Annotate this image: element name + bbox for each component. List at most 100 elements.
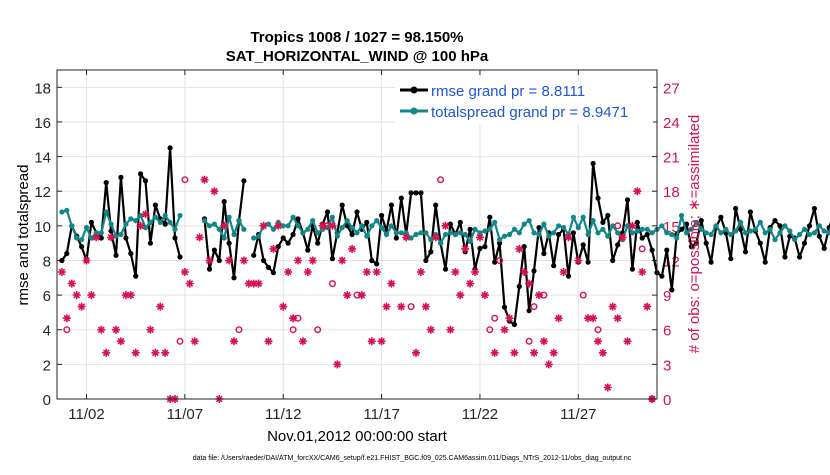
totalspread-point	[522, 222, 527, 227]
rmse-point	[418, 190, 423, 195]
assimilated-obs-marker	[191, 337, 199, 345]
totalspread-point	[104, 209, 109, 214]
assimilated-obs-marker	[624, 337, 632, 345]
rmse-point	[364, 220, 369, 225]
totalspread-point	[546, 234, 551, 239]
assimilated-obs-marker	[560, 268, 568, 276]
rmse-point	[477, 246, 482, 251]
totalspread-point	[133, 218, 138, 223]
totalspread-point	[718, 230, 723, 235]
totalspread-point	[659, 223, 664, 228]
totalspread-point	[753, 227, 758, 232]
totalspread-point	[128, 216, 133, 221]
assimilated-obs-marker	[181, 268, 189, 276]
rmse-point	[354, 209, 359, 214]
totalspread-point	[817, 223, 822, 228]
assimilated-obs-marker	[555, 314, 563, 322]
y-tick-label-left: 8	[43, 253, 51, 270]
y-tick-label-right: 27	[663, 80, 680, 97]
x-tick-label: 11/07	[167, 406, 203, 423]
assimilated-obs-marker	[530, 349, 538, 357]
rmse-point	[640, 235, 645, 240]
rmse-point	[605, 213, 610, 218]
rmse-point	[748, 209, 753, 214]
rmse-point	[428, 249, 433, 254]
totalspread-point	[787, 228, 792, 233]
rmse-point	[551, 263, 556, 268]
totalspread-point	[177, 213, 182, 218]
totalspread-point	[291, 215, 296, 220]
totalspread-point	[335, 234, 340, 239]
assimilated-obs-marker	[201, 176, 209, 184]
totalspread-point	[743, 230, 748, 235]
totalspread-point	[207, 223, 212, 228]
y-tick-label-left: 18	[34, 80, 51, 97]
assimilated-obs-marker	[491, 349, 499, 357]
rmse-point	[128, 251, 133, 256]
totalspread-point	[635, 228, 640, 233]
totalspread-point	[468, 239, 473, 244]
assimilated-obs-marker	[289, 314, 297, 322]
y-axis-label-left: rmse and totalspread	[15, 165, 32, 306]
y-tick-label-left: 4	[43, 323, 51, 340]
assimilated-obs-marker	[294, 257, 302, 265]
assimilated-obs-marker	[397, 303, 405, 311]
assimilated-obs-marker	[304, 268, 312, 276]
rmse-point	[487, 215, 492, 220]
rmse-point	[659, 274, 664, 279]
totalspread-point	[300, 230, 305, 235]
totalspread-point	[271, 227, 276, 232]
totalspread-point	[728, 232, 733, 237]
assimilated-obs-marker	[220, 222, 228, 230]
rmse-point	[389, 203, 394, 208]
totalspread-point	[389, 223, 394, 228]
totalspread-point	[212, 222, 217, 227]
totalspread-point	[354, 230, 359, 235]
totalspread-point	[615, 230, 620, 235]
assimilated-obs-marker	[599, 349, 607, 357]
totalspread-point	[763, 230, 768, 235]
totalspread-point	[507, 232, 512, 237]
rmse-point	[369, 258, 374, 263]
rmse-point	[133, 274, 138, 279]
totalspread-point	[541, 222, 546, 227]
rmse-point	[143, 178, 148, 183]
totalspread-point	[640, 227, 645, 232]
rmse-point	[527, 308, 532, 313]
rmse-point	[350, 232, 355, 237]
rmse-point	[468, 227, 473, 232]
x-tick-label: 11/27	[560, 406, 596, 423]
assimilated-obs-marker	[633, 187, 641, 195]
totalspread-point	[438, 241, 443, 246]
totalspread-point	[650, 230, 655, 235]
assimilated-obs-marker	[520, 268, 528, 276]
y-tick-label-left: 0	[43, 392, 51, 409]
totalspread-point	[305, 227, 310, 232]
rmse-point	[222, 199, 227, 204]
assimilated-obs-marker	[442, 222, 450, 230]
assimilated-obs-marker	[466, 280, 474, 288]
rmse-point	[669, 287, 674, 292]
assimilated-obs-marker	[589, 314, 597, 322]
assimilated-obs-marker	[368, 337, 376, 345]
rmse-point	[374, 261, 379, 266]
legend-totalspread-label: totalspread grand pr = 8.9471	[431, 104, 628, 121]
assimilated-obs-marker	[427, 326, 435, 334]
assimilated-obs-marker	[156, 303, 164, 311]
totalspread-point	[704, 230, 709, 235]
assimilated-obs-marker	[83, 257, 91, 265]
y-tick-label-right: 3	[663, 357, 671, 374]
totalspread-point	[709, 232, 714, 237]
rmse-point	[217, 258, 222, 263]
totalspread-point	[153, 215, 158, 220]
assimilated-obs-marker	[417, 268, 425, 276]
assimilated-obs-marker	[97, 326, 105, 334]
rmse-point	[138, 171, 143, 176]
totalspread-point	[738, 220, 743, 225]
assimilated-obs-marker	[333, 360, 341, 368]
totalspread-point	[595, 230, 600, 235]
rmse-point	[645, 232, 650, 237]
totalspread-point	[679, 213, 684, 218]
rmse-point	[212, 248, 217, 253]
rmse-point	[286, 241, 291, 246]
